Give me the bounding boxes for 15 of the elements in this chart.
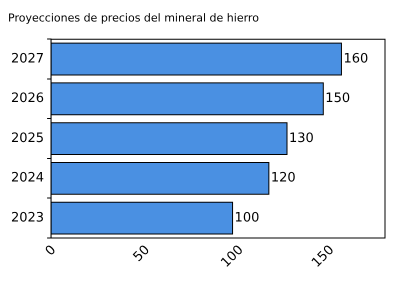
y-tick-label: 2027	[10, 51, 44, 66]
x-tick-label: 100	[218, 242, 247, 271]
x-tick-label: 0	[42, 242, 60, 260]
y-tick-label: 2025	[10, 130, 44, 146]
x-tick-label: 50	[130, 242, 153, 265]
data-label: 160	[343, 51, 368, 66]
data-label: 150	[325, 91, 350, 106]
x-tick-label: 150	[309, 242, 338, 271]
y-tick-label: 2024	[10, 170, 44, 186]
y-tick-label: 2023	[10, 210, 44, 226]
chart-title: Proyecciones de precios del mineral de hierro	[8, 11, 260, 24]
y-tick-label: 2026	[10, 91, 44, 106]
data-label: 100	[234, 210, 260, 226]
data-label: 120	[270, 170, 296, 186]
data-label: 130	[289, 130, 314, 146]
